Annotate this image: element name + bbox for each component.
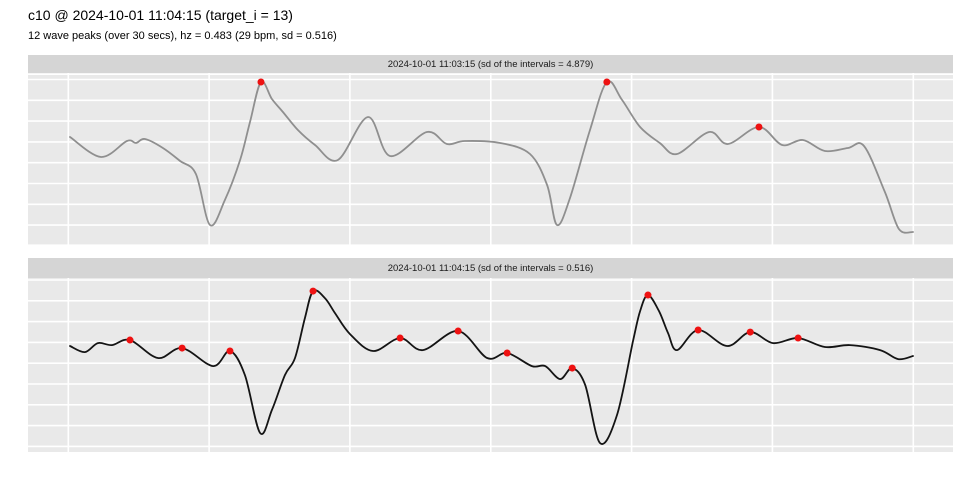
peak-marker [396, 334, 404, 342]
peak-marker [603, 78, 611, 86]
facet-strip-1: 2024-10-01 11:03:15 (sd of the intervals… [28, 55, 953, 73]
chart-title: c10 @ 2024-10-01 11:04:15 (target_i = 13… [28, 7, 293, 23]
peak-marker [257, 78, 265, 86]
peak-marker [755, 123, 763, 131]
peak-marker [226, 347, 234, 355]
facet-plot-2 [28, 278, 953, 452]
peak-marker [644, 291, 652, 299]
facet-strip-1-label: 2024-10-01 11:03:15 (sd of the intervals… [387, 58, 594, 70]
wave-line-1 [69, 80, 914, 234]
facet-plot-1 [28, 73, 953, 246]
peak-marker [568, 364, 576, 372]
peak-marker [794, 334, 802, 342]
facet-strip-2-label: 2024-10-01 11:04:15 (sd of the intervals… [387, 262, 594, 274]
chart-subtitle: 12 wave peaks (over 30 secs), hz = 0.483… [28, 30, 337, 42]
peak-marker [503, 349, 511, 357]
facet-strip-2: 2024-10-01 11:04:15 (sd of the intervals… [28, 258, 953, 278]
peak-marker [126, 336, 134, 344]
peak-marker [309, 287, 317, 295]
peak-marker [454, 327, 462, 335]
peak-marker [746, 328, 754, 336]
peak-marker [694, 326, 702, 334]
peak-marker [178, 344, 186, 352]
